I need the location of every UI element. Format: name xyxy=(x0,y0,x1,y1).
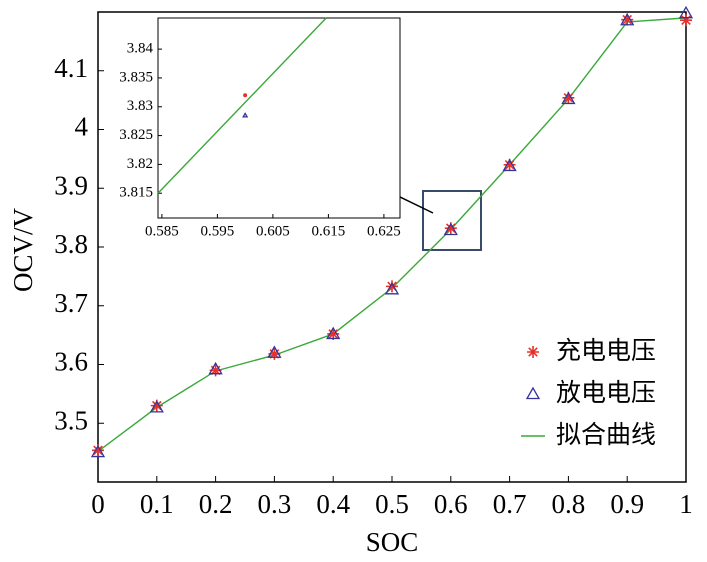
x-tick-label: 0.8 xyxy=(552,489,586,519)
x-tick-label: 0.1 xyxy=(140,489,174,519)
charge-marker xyxy=(92,444,104,457)
y-tick-label: 3.815 xyxy=(119,185,153,201)
discharge-marker xyxy=(326,326,341,340)
x-tick-label: 1 xyxy=(679,489,693,519)
x-tick-label: 0.5 xyxy=(375,489,409,519)
discharge-marker xyxy=(267,345,282,358)
inset-frame xyxy=(157,17,401,219)
discharge-marker xyxy=(443,222,458,236)
y-tick-label: 3.9 xyxy=(54,170,88,200)
discharge-marker xyxy=(384,281,400,295)
y-tick-label: 3.83 xyxy=(127,98,153,114)
charge-marker xyxy=(444,222,457,235)
fit-line xyxy=(157,17,327,194)
y-tick-label: 3.7 xyxy=(54,288,88,318)
charge-marker xyxy=(621,13,634,26)
zoom-box xyxy=(422,190,482,251)
y-tick-label: 3.5 xyxy=(54,405,88,435)
discharge-marker xyxy=(90,444,106,458)
y-axis-label: OCV/V xyxy=(8,208,38,293)
x-axis-label: SOC xyxy=(366,527,419,557)
charge-marker xyxy=(386,280,398,293)
legend-marker xyxy=(527,346,539,358)
y-tick-label: 4 xyxy=(75,112,89,142)
legend-marker xyxy=(525,386,541,400)
x-tick-label: 0.605 xyxy=(256,223,290,239)
y-tick-label: 3.835 xyxy=(119,69,153,85)
discharge-marker xyxy=(149,400,164,413)
discharge-marker xyxy=(620,12,635,26)
charge-marker xyxy=(562,91,575,104)
discharge-marker xyxy=(561,91,576,105)
x-tick-label: 0.615 xyxy=(312,223,346,239)
discharge-marker xyxy=(678,5,694,19)
x-tick-label: 0.625 xyxy=(367,223,401,239)
x-tick-label: 0 xyxy=(91,489,105,519)
legend-label: 放电电压 xyxy=(556,378,656,407)
y-tick-label: 3.84 xyxy=(127,41,154,57)
y-tick-label: 3.6 xyxy=(54,347,88,377)
legend-label: 拟合曲线 xyxy=(556,420,656,449)
x-tick-label: 0.2 xyxy=(199,489,233,519)
x-tick-label: 0.595 xyxy=(201,223,235,239)
x-tick-label: 0.6 xyxy=(434,489,468,519)
discharge-marker xyxy=(208,361,223,375)
x-tick-label: 0.7 xyxy=(493,489,527,519)
x-tick-label: 0.585 xyxy=(145,223,179,239)
discharge-marker xyxy=(502,158,517,172)
y-tick-label: 4.1 xyxy=(54,53,88,83)
x-tick-label: 0.9 xyxy=(610,489,644,519)
discharge-marker xyxy=(242,112,249,118)
x-tick-label: 0.3 xyxy=(258,489,292,519)
charge-marker xyxy=(268,347,281,360)
charge-marker xyxy=(209,364,222,377)
charge-marker xyxy=(327,327,340,340)
y-tick-label: 3.82 xyxy=(127,156,153,172)
y-tick-label: 3.8 xyxy=(54,229,88,259)
charge-marker xyxy=(680,14,692,27)
charge-marker xyxy=(243,93,248,98)
legend-label: 充电电压 xyxy=(556,336,656,365)
charge-marker xyxy=(503,158,516,171)
x-tick-label: 0.4 xyxy=(316,489,350,519)
charge-marker xyxy=(150,399,163,412)
y-tick-label: 3.825 xyxy=(119,127,153,143)
